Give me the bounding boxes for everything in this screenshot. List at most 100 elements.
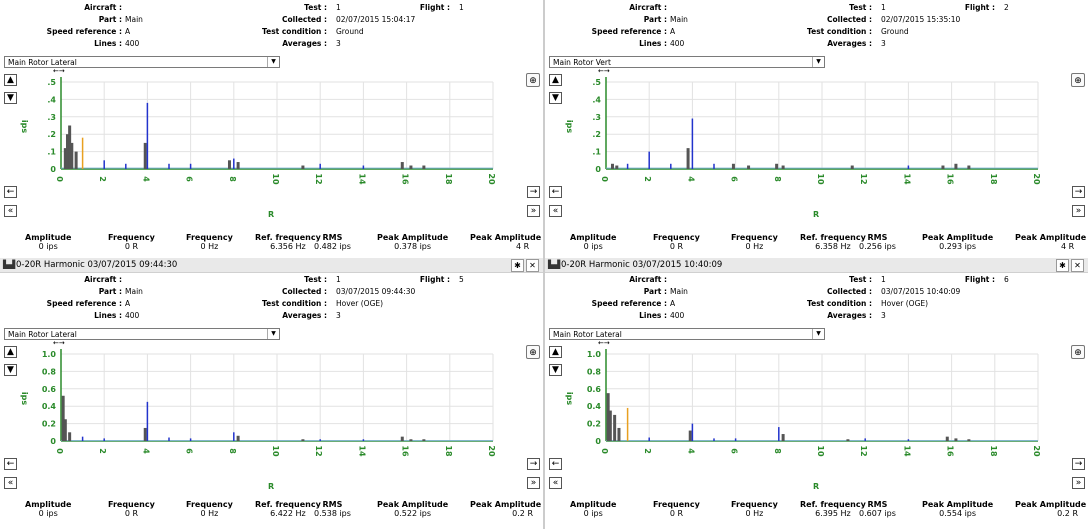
x-tick-label: 6: [730, 176, 739, 182]
jump-left-button[interactable]: «: [4, 205, 17, 217]
measurement-6: Peak Amplitude Freque4 R: [1015, 233, 1088, 251]
value-speed_reference: A: [125, 27, 131, 36]
zoom-icon[interactable]: ⊕: [1071, 345, 1085, 359]
x-tick-label: 6: [730, 448, 739, 454]
scroll-down-button[interactable]: ▼: [4, 364, 17, 376]
chevron-down-icon[interactable]: ▼: [812, 57, 824, 67]
panel-title: 0-20R Harmonic 03/07/2015 10:40:09: [561, 260, 723, 270]
measurement-header: Frequency: [731, 500, 778, 509]
label-collected: Collected :: [827, 15, 872, 24]
label-test: Test :: [304, 3, 327, 12]
pan-left-button[interactable]: ←: [4, 186, 17, 198]
chevron-down-icon[interactable]: ▼: [267, 57, 279, 67]
cursor-left-right-icon[interactable]: ←→: [598, 67, 610, 75]
pin-icon[interactable]: ✱: [1056, 259, 1069, 272]
x-tick-label: 12: [859, 173, 868, 184]
measurement-4: RMS 0.256 ips: [859, 233, 896, 251]
spectrum-bar: [189, 438, 192, 441]
spectrum-bar: [74, 151, 78, 169]
spectrum-bar: [400, 436, 404, 441]
cursor-left-right-icon[interactable]: ←→: [53, 339, 65, 347]
x-tick-label: 10: [271, 445, 280, 457]
spectrum-bar: [236, 162, 240, 169]
spectrum-chart[interactable]: 0 2 4 6 8 10 12 14 16 18 20 0 0.2 0.4 0.6 0.8 1.0: [35, 344, 496, 474]
scroll-up-button[interactable]: ▲: [549, 346, 562, 358]
jump-right-button[interactable]: »: [1072, 477, 1085, 489]
x-tick-label: 2: [643, 176, 652, 182]
spectrum-bar: [400, 162, 404, 169]
pan-right-button[interactable]: →: [527, 186, 540, 198]
spectrum-bar: [422, 439, 426, 441]
channel-select[interactable]: Main Rotor Lateral ▼: [4, 56, 280, 68]
measurement-header: Amplitude: [570, 233, 617, 242]
zoom-icon[interactable]: ⊕: [526, 73, 540, 87]
measurement-2: Frequency 0 Hz: [186, 233, 233, 251]
jump-left-button[interactable]: «: [549, 205, 562, 217]
pan-left-button[interactable]: ←: [549, 458, 562, 470]
zoom-icon[interactable]: ⊕: [1071, 73, 1085, 87]
jump-right-button[interactable]: »: [527, 205, 540, 217]
label-averages: Averages :: [282, 39, 327, 48]
y-tick-label: 1.0: [42, 350, 57, 359]
scroll-down-button[interactable]: ▼: [549, 92, 562, 104]
channel-select[interactable]: Main Rotor Lateral ▼: [549, 328, 825, 340]
measurement-header: Frequency: [108, 233, 155, 242]
x-tick-label: 14: [357, 445, 366, 457]
pan-left-button[interactable]: ←: [4, 458, 17, 470]
label-speed_reference: Speed reference :: [46, 27, 122, 36]
pan-left-button[interactable]: ←: [549, 186, 562, 198]
scroll-up-button[interactable]: ▲: [4, 74, 17, 86]
channel-select[interactable]: Main Rotor Vert ▼: [549, 56, 825, 68]
x-tick-label: 10: [816, 445, 825, 457]
x-tick-label: 16: [401, 173, 410, 185]
value-part: Main: [125, 287, 143, 296]
x-tick-label: 4: [686, 176, 695, 182]
jump-left-button[interactable]: «: [4, 477, 17, 489]
pan-right-button[interactable]: →: [527, 458, 540, 470]
measurement-header: Peak Amplitude Freque: [470, 500, 543, 509]
spectrum-bar: [945, 436, 949, 441]
label-averages: Averages :: [282, 311, 327, 320]
scroll-up-button[interactable]: ▲: [4, 346, 17, 358]
value-test: 1: [336, 275, 341, 284]
measurement-value: 0 Hz: [200, 242, 219, 251]
channel-select[interactable]: Main Rotor Lateral ▼: [4, 328, 280, 340]
spectrum-chart[interactable]: 0 2 4 6 8 10 12 14 16 18 20 0 .1 .2 .3 .4 .5: [580, 72, 1041, 202]
scroll-up-button[interactable]: ▲: [549, 74, 562, 86]
jump-right-button[interactable]: »: [527, 477, 540, 489]
measurement-value: 0 R: [124, 509, 139, 518]
pan-right-button[interactable]: →: [1072, 458, 1085, 470]
spectrum-chart[interactable]: 0 2 4 6 8 10 12 14 16 18 20 0 0.2 0.4 0.6 0.8 1.0: [580, 344, 1041, 474]
x-tick-label: 6: [185, 448, 194, 454]
pan-right-button[interactable]: →: [1072, 186, 1085, 198]
pin-icon[interactable]: ✱: [511, 259, 524, 272]
zoom-icon[interactable]: ⊕: [526, 345, 540, 359]
measurement-header: RMS: [867, 500, 888, 509]
close-icon[interactable]: ✕: [1071, 259, 1084, 272]
spectrum-bar: [954, 438, 958, 441]
spectrum-bar: [168, 163, 170, 169]
chevron-down-icon[interactable]: ▼: [812, 329, 824, 339]
y-tick-label: .5: [47, 78, 56, 87]
jump-right-button[interactable]: »: [1072, 205, 1085, 217]
measurement-1: Frequency 0 R: [108, 233, 155, 251]
measurement-value: 0.256 ips: [859, 242, 896, 251]
measurement-value: 0 ips: [583, 242, 603, 251]
x-tick-label: 6: [185, 176, 194, 182]
cursor-left-right-icon[interactable]: ←→: [598, 339, 610, 347]
value-collected: 02/07/2015 15:35:10: [881, 15, 961, 24]
x-tick-label: 16: [401, 445, 410, 457]
label-collected: Collected :: [282, 15, 327, 24]
cursor-left-right-icon[interactable]: ←→: [53, 67, 65, 75]
scroll-down-button[interactable]: ▼: [549, 364, 562, 376]
x-tick-label: 8: [773, 448, 782, 454]
close-icon[interactable]: ✕: [526, 259, 539, 272]
y-tick-label: .4: [47, 95, 56, 104]
spectrum-chart[interactable]: 0 2 4 6 8 10 12 14 16 18 20 0 .1 .2 .3 .4 .5: [35, 72, 496, 202]
scroll-down-button[interactable]: ▼: [4, 92, 17, 104]
label-speed_reference: Speed reference :: [591, 299, 667, 308]
jump-left-button[interactable]: «: [549, 477, 562, 489]
value-lines: 400: [670, 39, 685, 48]
y-tick-label: .3: [592, 113, 601, 122]
chevron-down-icon[interactable]: ▼: [267, 329, 279, 339]
